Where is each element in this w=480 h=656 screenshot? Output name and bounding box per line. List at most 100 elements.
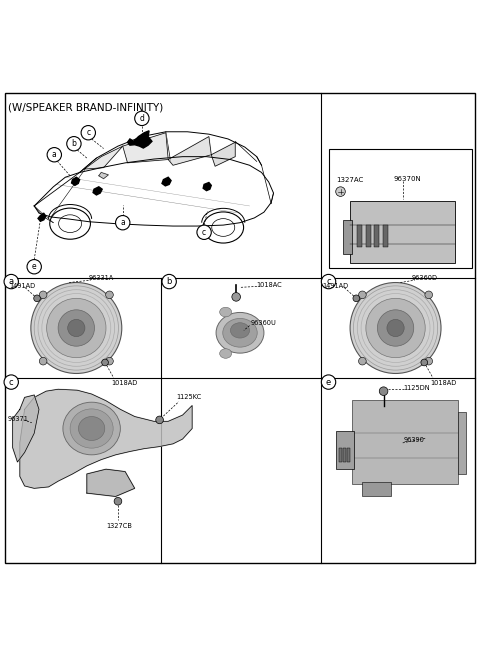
Text: (W/SPEAKER BRAND-INFINITY): (W/SPEAKER BRAND-INFINITY): [8, 102, 163, 112]
Text: 1125KC: 1125KC: [176, 394, 202, 400]
Polygon shape: [12, 395, 39, 462]
Circle shape: [47, 298, 106, 358]
Bar: [374, 225, 379, 247]
Circle shape: [350, 283, 441, 373]
Bar: [343, 220, 351, 254]
Text: b: b: [167, 277, 172, 286]
Bar: [352, 400, 458, 483]
Text: c: c: [9, 378, 13, 386]
Bar: [343, 447, 346, 462]
Circle shape: [39, 358, 47, 365]
Text: a: a: [120, 218, 125, 227]
Ellipse shape: [220, 307, 232, 317]
Text: c: c: [86, 128, 90, 137]
Polygon shape: [20, 389, 192, 488]
Bar: [347, 447, 349, 462]
Circle shape: [379, 387, 388, 396]
Polygon shape: [203, 182, 211, 191]
Bar: [383, 225, 388, 247]
Ellipse shape: [220, 349, 232, 358]
Ellipse shape: [230, 323, 250, 338]
Circle shape: [162, 274, 176, 289]
Circle shape: [425, 291, 432, 298]
Text: 1327CB: 1327CB: [106, 523, 132, 529]
Circle shape: [377, 310, 414, 346]
Circle shape: [34, 295, 40, 302]
Bar: [366, 225, 371, 247]
Ellipse shape: [78, 417, 105, 440]
Text: 96370N: 96370N: [393, 176, 421, 182]
Polygon shape: [123, 133, 168, 163]
Ellipse shape: [223, 318, 257, 347]
Text: d: d: [140, 114, 144, 123]
Text: 1125DN: 1125DN: [404, 385, 430, 392]
Circle shape: [81, 125, 96, 140]
Text: c: c: [326, 277, 331, 286]
Text: 1018AD: 1018AD: [112, 380, 138, 386]
Polygon shape: [99, 173, 108, 178]
Text: 1018AD: 1018AD: [430, 380, 456, 386]
Text: 96371: 96371: [8, 416, 29, 422]
Ellipse shape: [216, 312, 264, 353]
Circle shape: [322, 274, 336, 289]
Polygon shape: [72, 177, 80, 186]
Circle shape: [353, 295, 360, 302]
Polygon shape: [93, 187, 102, 195]
Circle shape: [106, 291, 113, 298]
Circle shape: [421, 359, 428, 366]
Circle shape: [359, 358, 366, 365]
Bar: [357, 225, 362, 247]
Bar: [350, 201, 456, 264]
Text: 96331A: 96331A: [88, 275, 114, 281]
Polygon shape: [168, 136, 211, 165]
Text: e: e: [326, 378, 331, 386]
Circle shape: [135, 111, 149, 125]
Circle shape: [4, 375, 18, 389]
Circle shape: [4, 274, 18, 289]
Text: 1491AD: 1491AD: [323, 283, 348, 289]
Text: 1491AD: 1491AD: [9, 283, 36, 289]
Text: c: c: [202, 228, 206, 237]
Polygon shape: [84, 146, 123, 169]
Bar: [362, 482, 391, 495]
Polygon shape: [38, 213, 46, 221]
Ellipse shape: [63, 402, 120, 455]
Bar: [336, 431, 354, 469]
Circle shape: [336, 187, 345, 196]
Circle shape: [387, 319, 404, 337]
Text: e: e: [32, 262, 36, 271]
Circle shape: [47, 148, 61, 162]
Bar: [328, 148, 472, 268]
Circle shape: [156, 416, 163, 424]
Circle shape: [232, 293, 240, 301]
Text: 96360U: 96360U: [251, 320, 276, 326]
Text: 96390: 96390: [404, 438, 424, 443]
Polygon shape: [162, 177, 171, 186]
Circle shape: [27, 260, 41, 274]
Circle shape: [68, 319, 85, 337]
Circle shape: [58, 310, 95, 346]
Circle shape: [366, 298, 425, 358]
Bar: [339, 447, 342, 462]
Text: 1018AC: 1018AC: [256, 282, 282, 288]
Circle shape: [359, 291, 366, 298]
Text: 1327AC: 1327AC: [336, 176, 363, 182]
Text: a: a: [9, 277, 14, 286]
Text: a: a: [52, 150, 57, 159]
Text: 96360D: 96360D: [411, 275, 437, 281]
Circle shape: [322, 375, 336, 389]
Circle shape: [425, 358, 432, 365]
Text: b: b: [72, 139, 76, 148]
Polygon shape: [211, 142, 235, 166]
Bar: [458, 412, 467, 474]
Circle shape: [197, 225, 211, 239]
Circle shape: [106, 358, 113, 365]
Ellipse shape: [70, 409, 113, 448]
Circle shape: [39, 291, 47, 298]
Circle shape: [31, 283, 122, 373]
Polygon shape: [128, 131, 152, 148]
Circle shape: [116, 216, 130, 230]
Polygon shape: [87, 469, 135, 497]
Circle shape: [67, 136, 81, 151]
Circle shape: [102, 359, 108, 366]
